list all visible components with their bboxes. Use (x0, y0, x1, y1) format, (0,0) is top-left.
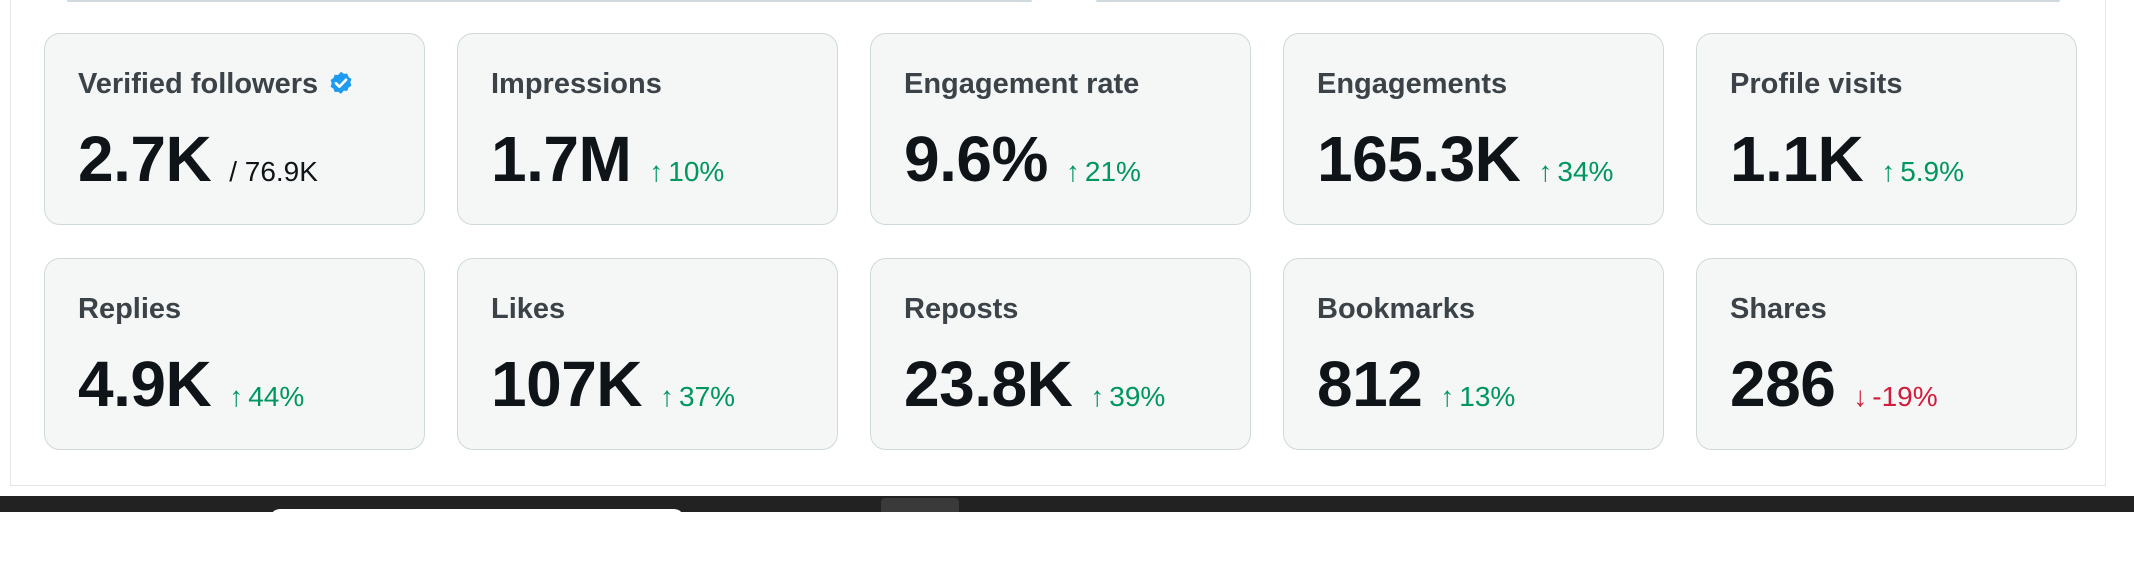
metric-label: Likes (491, 292, 566, 325)
metric-label: Bookmarks (1317, 292, 1475, 325)
metric-change-value: -19% (1872, 381, 1938, 412)
previous-section-edge (1096, 0, 2060, 2)
metric-change: ↑ 21% (1066, 156, 1141, 188)
arrow-up-icon: ↑ (1538, 156, 1553, 187)
metric-value: 23.8K (904, 348, 1073, 420)
metric-change-value: 37% (679, 381, 736, 412)
metric-change-value: 39% (1109, 381, 1166, 412)
metric-label: Shares (1730, 292, 1827, 325)
metric-card-engagements[interactable]: Engagements 165.3K ↑ 34% (1283, 33, 1664, 225)
metric-value: 1.1K (1730, 123, 1864, 195)
metric-value: 165.3K (1317, 123, 1521, 195)
metric-card-verified-followers[interactable]: Verified followers 2.7K / 76.9K (44, 33, 425, 225)
metric-card-likes[interactable]: Likes 107K ↑ 37% (457, 258, 838, 450)
metric-change: ↑ 13% (1440, 381, 1515, 413)
metric-change: ↑ 10% (649, 156, 724, 188)
metric-label: Engagements (1317, 67, 1508, 100)
metric-change-value: 21% (1084, 156, 1141, 187)
metric-card-reposts[interactable]: Reposts 23.8K ↑ 39% (870, 258, 1251, 450)
metric-label-row: Verified followers (78, 64, 392, 104)
metric-change-value: 34% (1557, 156, 1614, 187)
arrow-up-icon: ↑ (1065, 156, 1080, 187)
metric-label: Replies (78, 292, 182, 325)
taskbar-search[interactable] (270, 509, 684, 519)
metric-change-value: 5.9% (1900, 156, 1965, 187)
metric-change-value: 44% (248, 381, 305, 412)
metric-value: 286 (1730, 348, 1836, 420)
metric-value: 812 (1317, 348, 1423, 420)
metric-value: 9.6% (904, 123, 1048, 195)
metric-change-value: 10% (668, 156, 725, 187)
metric-card-profile-visits[interactable]: Profile visits 1.1K ↑ 5.9% (1696, 33, 2077, 225)
metric-label: Reposts (904, 292, 1019, 325)
metric-label: Engagement rate (904, 67, 1140, 100)
metric-card-replies[interactable]: Replies 4.9K ↑ 44% (44, 258, 425, 450)
metric-card-engagement-rate[interactable]: Engagement rate 9.6% ↑ 21% (870, 33, 1251, 225)
metric-card-impressions[interactable]: Impressions 1.7M ↑ 10% (457, 33, 838, 225)
metrics-grid: Verified followers 2.7K / 76.9K Impressi… (44, 33, 2077, 450)
arrow-up-icon: ↑ (660, 381, 674, 412)
arrow-up-icon: ↑ (1881, 156, 1896, 187)
metric-label: Impressions (491, 67, 662, 100)
metric-change-value: 13% (1459, 381, 1516, 412)
arrow-up-icon: ↑ (1440, 381, 1455, 412)
arrow-up-icon: ↑ (229, 381, 244, 412)
taskbar (0, 496, 2134, 512)
taskbar-tab[interactable] (881, 498, 959, 512)
metric-value: 4.9K (78, 348, 212, 420)
arrow-down-icon: ↓ (1853, 381, 1868, 412)
previous-section-edge (67, 0, 1032, 2)
metric-label: Profile visits (1730, 67, 1903, 100)
verified-badge-icon (330, 71, 352, 94)
arrow-up-icon: ↑ (1090, 381, 1105, 412)
metric-change: ↑ 37% (660, 381, 735, 413)
arrow-up-icon: ↑ (649, 156, 664, 187)
metric-value: 2.7K (78, 123, 212, 195)
metric-card-bookmarks[interactable]: Bookmarks 812 ↑ 13% (1283, 258, 1664, 450)
metric-change: ↑ 5.9% (1881, 156, 1964, 188)
metric-card-shares[interactable]: Shares 286 ↓ -19% (1696, 258, 2077, 450)
metric-change: ↑ 39% (1090, 381, 1165, 413)
metric-total: / 76.9K (229, 156, 318, 187)
metric-change: ↓ -19% (1853, 381, 1937, 413)
metric-change: ↑ 44% (229, 381, 304, 413)
metric-label: Verified followers (78, 67, 319, 100)
metric-change: ↑ 34% (1538, 156, 1613, 188)
metric-value: 107K (491, 348, 643, 420)
metric-value: 1.7M (491, 123, 632, 195)
